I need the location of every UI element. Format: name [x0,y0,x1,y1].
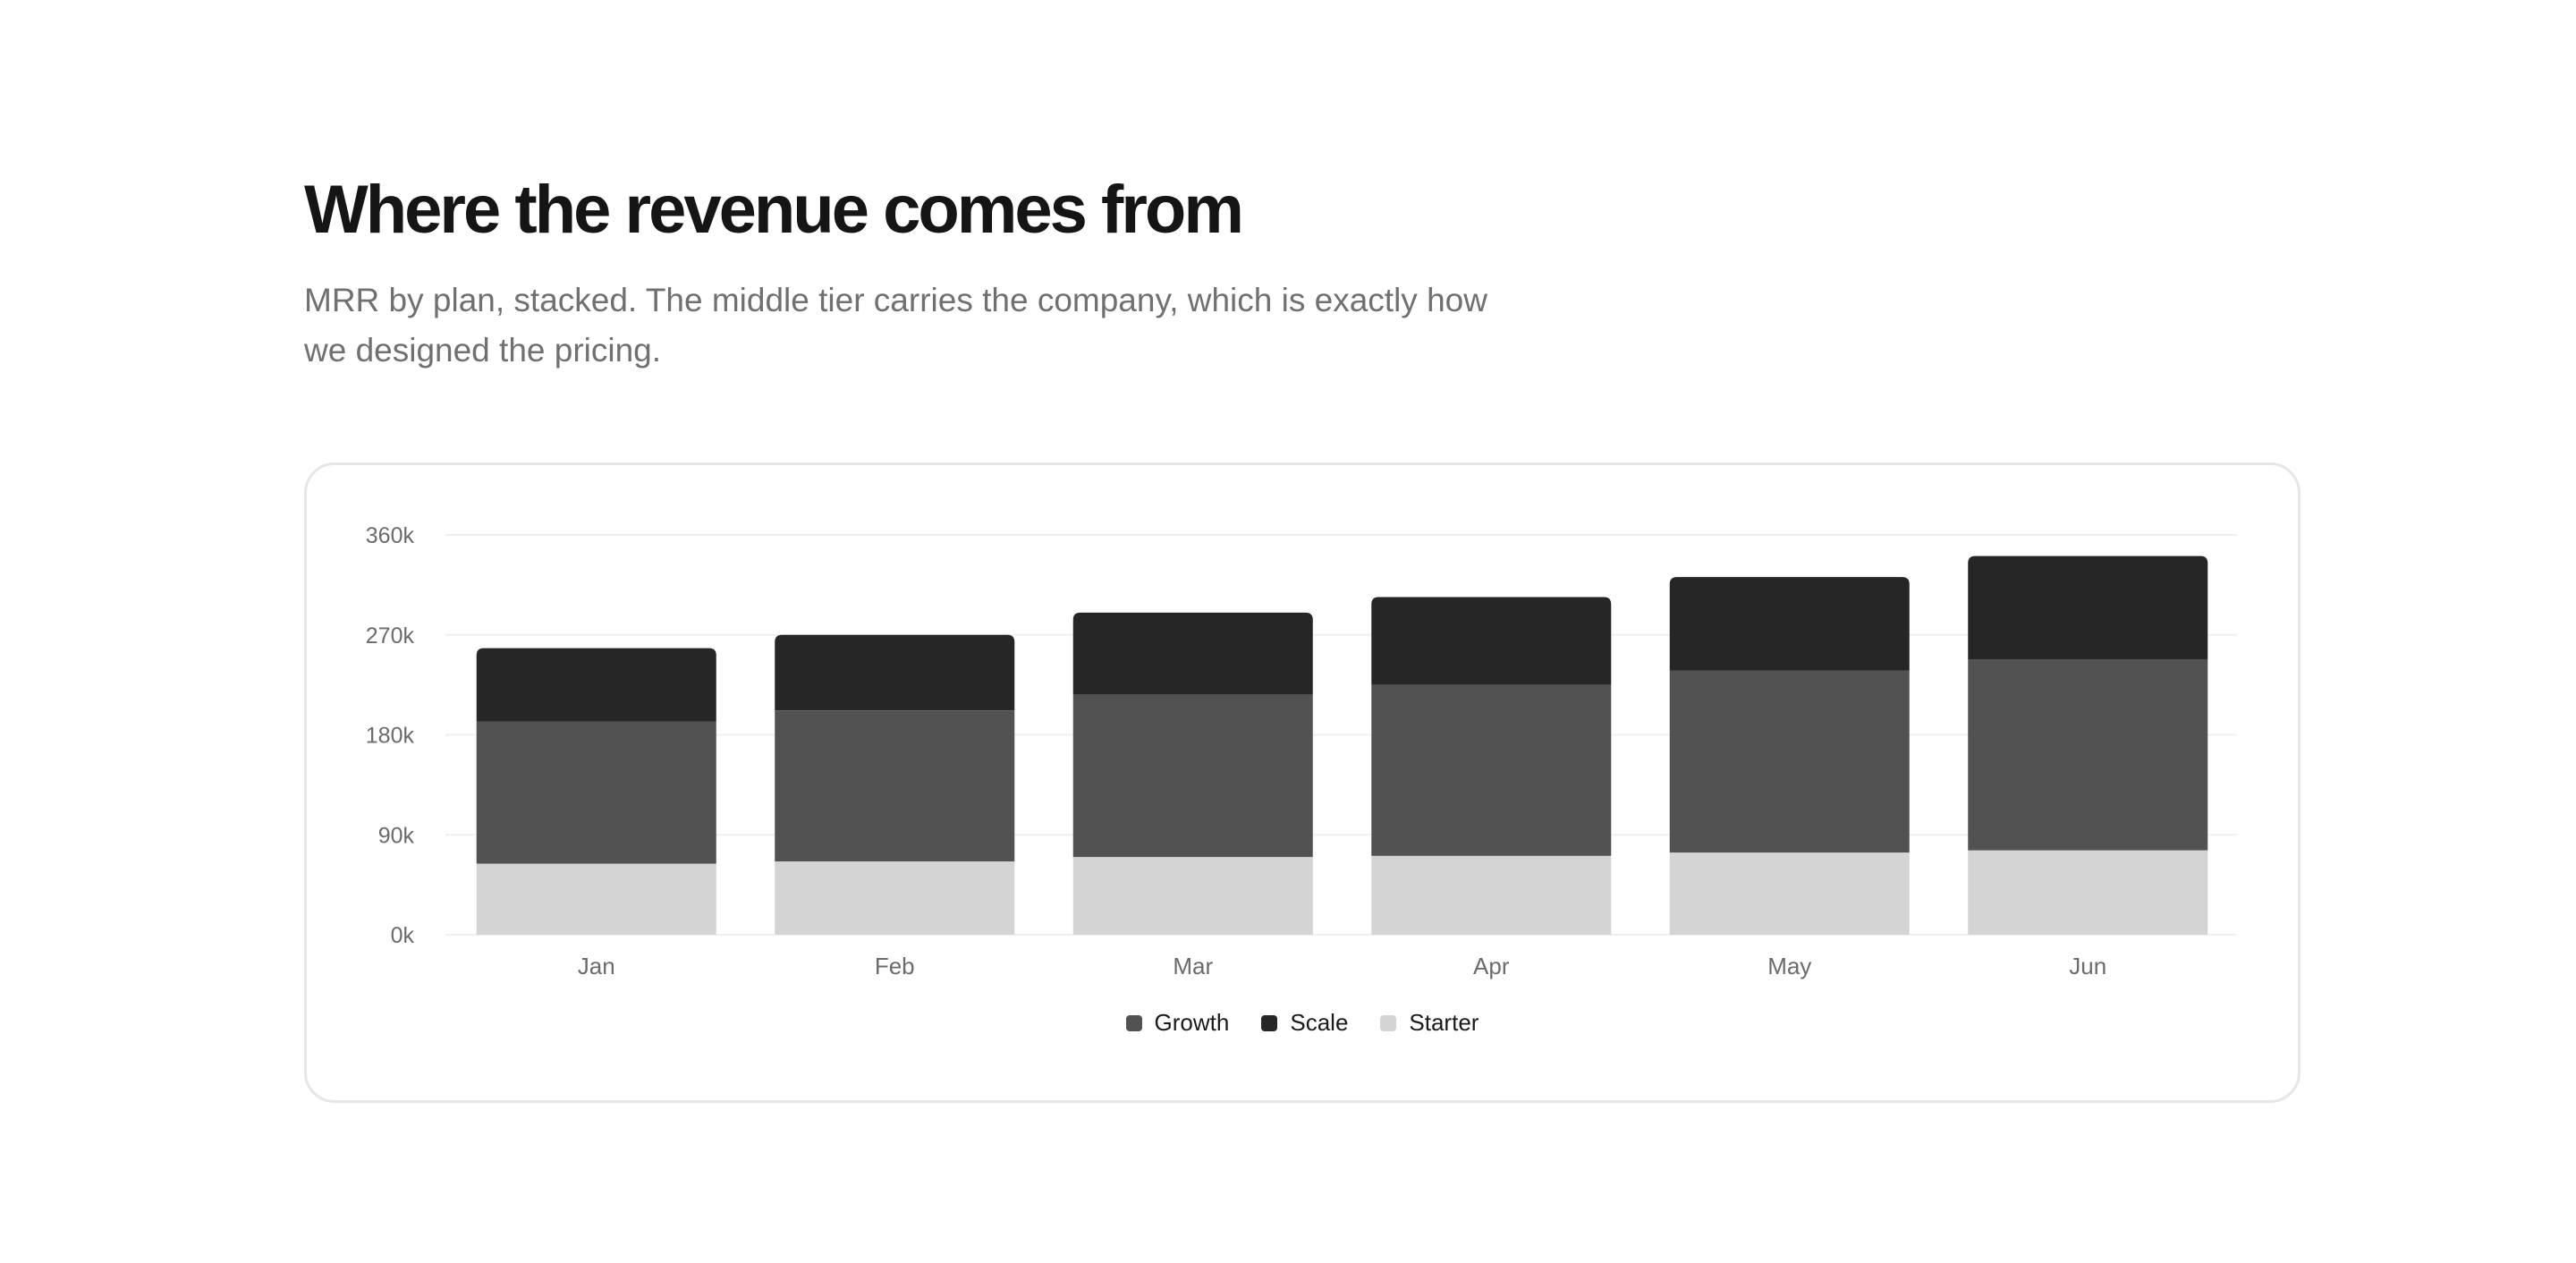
page-subtitle: MRR by plan, stacked. The middle tier ca… [304,282,1487,369]
page-title: Where the revenue comes from [304,172,1244,248]
y-tick-label: 90k [378,823,415,848]
bar-segment-growth [775,710,1015,862]
x-tick-label: Mar [1173,953,1213,979]
legend-swatch [1125,1014,1142,1031]
bar-segment-growth [1669,670,1910,853]
stacked-bar-chart: 0k 90k 180k 270k 360k Jan Feb Mar Apr May Jun [366,523,2237,979]
x-tick-label: Feb [875,953,915,979]
x-tick-label: Apr [1473,953,1510,979]
chart-legend: Growth Scale Starter [307,1009,2298,1037]
bar-segment-starter [1669,852,1910,935]
bar-segment-scale [476,648,716,722]
bar-segment-starter [1072,857,1313,935]
bar-segment-scale [1371,597,1612,685]
bar-segment-growth [476,721,716,864]
bar-segment-growth [1072,694,1313,858]
legend-label: Starter [1409,1009,1479,1036]
legend-swatch [1261,1014,1278,1031]
x-tick-label: May [1767,953,1811,979]
y-tick-label: 180k [366,724,415,749]
bar-segment-scale [1968,555,2208,660]
x-tick-label: Jun [2069,953,2106,979]
legend-item: Scale [1261,1009,1348,1037]
legend-item: Starter [1380,1009,1479,1037]
bar-segment-starter [1968,850,2208,935]
bar-segment-starter [476,863,716,935]
legend-label: Growth [1154,1009,1230,1036]
y-tick-label: 270k [366,623,415,648]
bar-segment-scale [1669,577,1910,671]
chart-card: 0k 90k 180k 270k 360k Jan Feb Mar Apr May Jun Grow… [304,462,2301,1103]
header: Where the revenue comes from MRR by plan… [304,170,2272,376]
legend-item: Growth [1125,1009,1230,1037]
bar-segment-starter [1371,855,1612,935]
bar-segment-scale [775,634,1015,711]
bar-segment-scale [1072,612,1313,695]
y-tick-label: 0k [391,923,415,948]
legend-label: Scale [1290,1009,1349,1036]
y-tick-label: 360k [366,523,415,548]
x-tick-label: Jan [578,953,615,979]
legend-swatch [1380,1014,1397,1031]
bar-segment-growth [1371,684,1612,856]
bar-segment-starter [775,861,1015,935]
bar-segment-growth [1968,659,2208,851]
